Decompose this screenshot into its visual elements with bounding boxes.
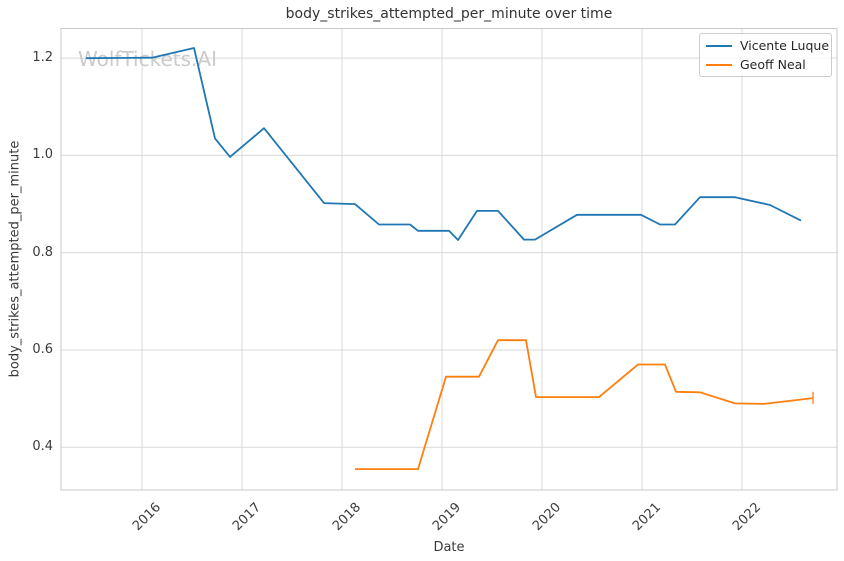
y-axis-label: body_strikes_attempted_per_minute: [7, 140, 23, 378]
legend: Vicente Luque Geoff Neal: [699, 33, 832, 77]
y-tick-label: 0.6: [32, 341, 53, 357]
legend-entry: Geoff Neal: [706, 55, 825, 74]
chart-title: body_strikes_attempted_per_minute over t…: [285, 6, 613, 22]
y-tick-label: 1.2: [32, 50, 53, 66]
series-line-geoff-neal: [355, 339, 814, 471]
plot-frame: [60, 28, 838, 491]
legend-line-sample: [706, 63, 732, 66]
y-tick-label: 1.0: [32, 147, 53, 163]
plot-area: [61, 28, 837, 490]
y-tick-label: 0.8: [32, 244, 53, 260]
x-axis-label: Date: [433, 540, 465, 555]
legend-entry: Vicente Luque: [706, 36, 829, 55]
y-tick-label: 0.4: [32, 439, 53, 455]
legend-label: Vicente Luque: [740, 38, 830, 53]
legend-line-sample: [706, 44, 732, 47]
series-line-vicente-luque: [85, 47, 802, 241]
legend-label: Geoff Neal: [740, 57, 806, 72]
